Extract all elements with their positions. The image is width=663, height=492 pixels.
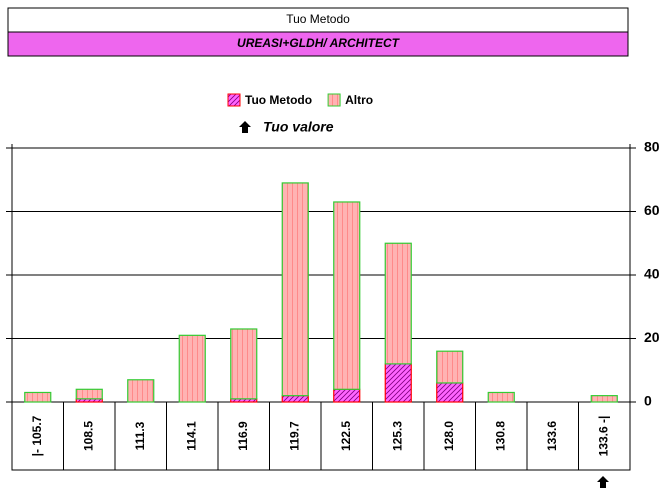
- title-box: [7, 7, 629, 33]
- bar: [487, 391, 515, 403]
- bar: [333, 388, 361, 403]
- bar: [24, 391, 52, 403]
- x-tick-label: 114.1: [184, 421, 198, 451]
- x-tick-label: 133.6: [545, 421, 559, 451]
- chart-title: Tuo Metodo: [286, 12, 350, 26]
- bar: [230, 328, 258, 400]
- bar: [436, 350, 464, 384]
- bar: [436, 382, 464, 403]
- bar: [384, 242, 412, 365]
- x-tick-label: |- 105.7: [30, 415, 44, 456]
- bar: [127, 379, 155, 403]
- x-tick-label: 108.5: [81, 421, 95, 451]
- x-tick-label: 122.5: [339, 421, 353, 451]
- bar: [75, 388, 103, 400]
- legend-label: Tuo Metodo: [245, 93, 312, 107]
- x-tick-label: 128.0: [442, 421, 456, 451]
- bar: [281, 182, 309, 397]
- x-tick-label: 125.3: [390, 421, 404, 451]
- arrow-icon: [239, 121, 251, 133]
- bar: [178, 334, 206, 403]
- subtitle-box: [7, 31, 629, 57]
- bar: [281, 395, 309, 403]
- y-tick-label: 40: [644, 266, 660, 282]
- x-tick-label: 130.8: [493, 421, 507, 451]
- x-tick-label: 116.9: [236, 421, 250, 451]
- legend-label: Altro: [345, 93, 373, 107]
- x-tick-label: 119.7: [287, 421, 301, 451]
- y-tick-label: 80: [644, 139, 660, 155]
- y-tick-label: 60: [644, 202, 660, 218]
- bar: [384, 363, 412, 403]
- legend-swatch: [227, 93, 241, 107]
- bar: [590, 395, 618, 403]
- arrow-icon: [597, 476, 609, 488]
- bar: [333, 201, 361, 390]
- x-tick-label: 133.6 -|: [596, 416, 610, 457]
- annotation: Tuo valore: [263, 119, 334, 135]
- chart-subtitle: UREASI+GLDH/ ARCHITECT: [237, 36, 401, 50]
- y-tick-label: 0: [644, 393, 652, 409]
- y-tick-label: 20: [644, 329, 660, 345]
- legend-swatch: [327, 93, 341, 107]
- x-tick-label: 111.3: [133, 421, 147, 450]
